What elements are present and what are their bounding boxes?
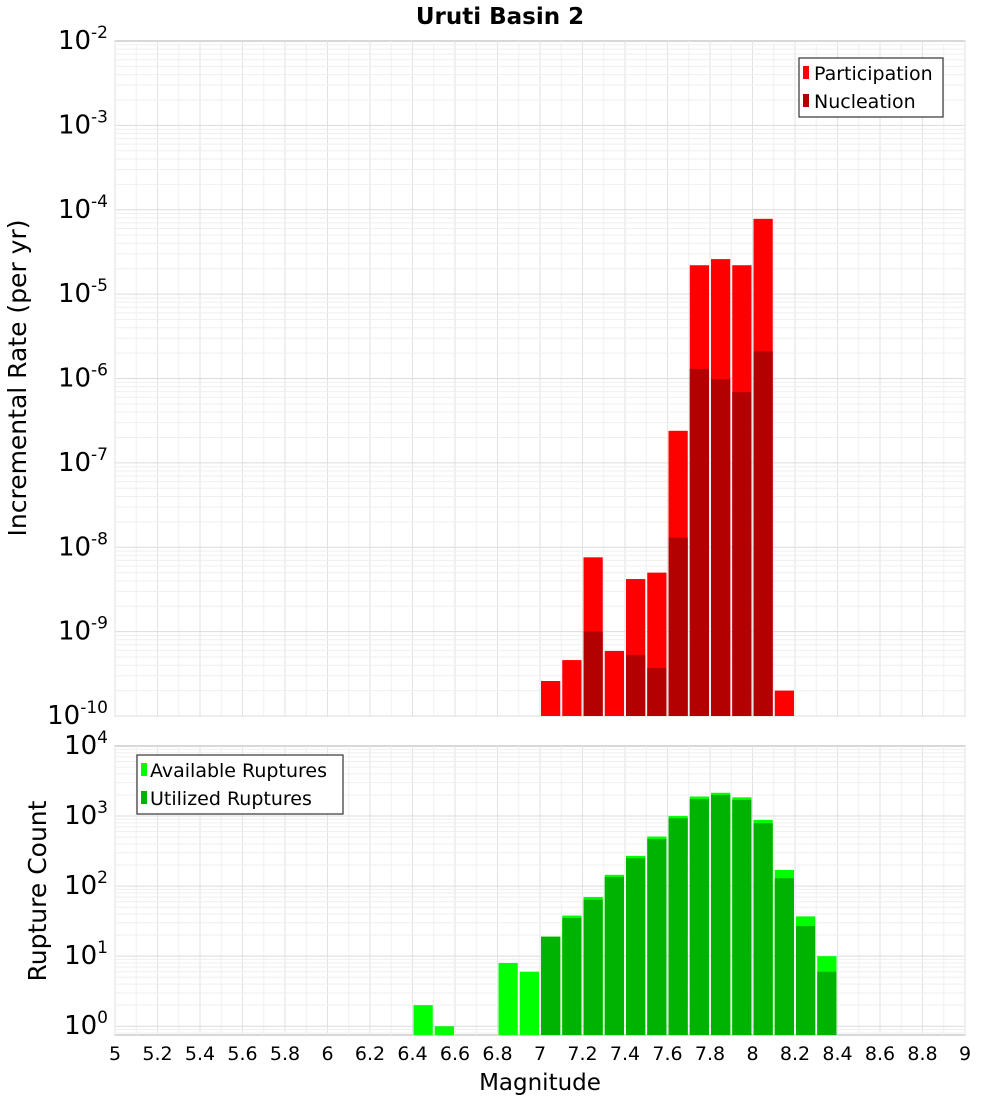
legend-label-participation: Participation bbox=[814, 63, 933, 85]
x-tick-label: 8 bbox=[746, 1043, 758, 1065]
bar-nucleation bbox=[647, 668, 667, 716]
x-tick-label: 7 bbox=[534, 1043, 546, 1065]
y-tick-label: 10-10 bbox=[47, 698, 108, 731]
chart-title: Uruti Basin 2 bbox=[416, 4, 584, 30]
bottom-grid bbox=[114, 746, 966, 1035]
bar-utilized-ruptures bbox=[817, 971, 837, 1035]
bar-participation bbox=[604, 650, 624, 716]
x-tick-label: 8.4 bbox=[822, 1043, 852, 1065]
bar-available-ruptures bbox=[519, 971, 539, 1035]
legend-label-nucleation: Nucleation bbox=[814, 91, 916, 113]
y-tick-label: 10-2 bbox=[58, 23, 108, 56]
x-tick-label: 5.4 bbox=[185, 1043, 215, 1065]
x-tick-label: 8.2 bbox=[780, 1043, 810, 1065]
bar-utilized-ruptures bbox=[796, 925, 816, 1035]
bar-available-ruptures bbox=[434, 1026, 454, 1035]
bar-utilized-ruptures bbox=[668, 818, 688, 1035]
bar-utilized-ruptures bbox=[647, 839, 667, 1035]
x-tick-label: 5.8 bbox=[270, 1043, 300, 1065]
y-tick-label: 100 bbox=[64, 1008, 108, 1041]
bar-available-ruptures bbox=[413, 1005, 433, 1035]
bar-participation bbox=[541, 680, 561, 716]
x-tick-label: 5.2 bbox=[142, 1043, 172, 1065]
top-legend: Participation Nucleation bbox=[798, 57, 944, 118]
x-tick-label: 7.4 bbox=[610, 1043, 640, 1065]
bottom-y-axis-label: Rupture Count bbox=[23, 800, 52, 981]
bar-nucleation bbox=[583, 631, 603, 716]
x-tick-label: 6.8 bbox=[482, 1043, 512, 1065]
top-panel: 10-2 10-3 10-4 10-5 10-6 10-7 10-8 10-9 10-10 In… bbox=[3, 23, 966, 731]
top-y-tick-labels: 10-2 10-3 10-4 10-5 10-6 10-7 10-8 10-9 10-10 bbox=[47, 23, 108, 731]
bar-nucleation bbox=[689, 368, 709, 716]
y-tick-label: 102 bbox=[64, 868, 108, 901]
legend-swatch-utilized bbox=[141, 791, 147, 804]
bar-utilized-ruptures bbox=[626, 858, 646, 1035]
bar-nucleation bbox=[626, 654, 646, 716]
bar-utilized-ruptures bbox=[604, 876, 624, 1035]
top-y-axis-label: Incremental Rate (per yr) bbox=[3, 220, 32, 537]
top-grid bbox=[114, 41, 966, 717]
y-tick-label: 10-9 bbox=[58, 614, 108, 647]
bar-nucleation bbox=[711, 379, 731, 716]
bar-utilized-ruptures bbox=[583, 899, 603, 1035]
x-tick-label: 6 bbox=[321, 1043, 333, 1065]
bar-participation bbox=[562, 660, 582, 716]
x-tick-label: 7.6 bbox=[652, 1043, 682, 1065]
bottom-legend: Available Ruptures Utilized Ruptures bbox=[136, 754, 344, 815]
bar-nucleation bbox=[668, 537, 688, 716]
x-tick-label: 7.8 bbox=[695, 1043, 725, 1065]
bar-utilized-ruptures bbox=[753, 823, 773, 1035]
y-tick-label: 10-3 bbox=[58, 107, 108, 140]
x-tick-label: 6.6 bbox=[440, 1043, 470, 1065]
bar-available-ruptures bbox=[498, 962, 518, 1035]
x-tick-label: 7.2 bbox=[567, 1043, 597, 1065]
bar-nucleation bbox=[753, 351, 773, 716]
legend-label-utilized: Utilized Ruptures bbox=[150, 788, 312, 810]
bar-utilized-ruptures bbox=[689, 799, 709, 1035]
legend-label-available: Available Ruptures bbox=[150, 760, 327, 782]
y-tick-label: 103 bbox=[64, 798, 108, 831]
bar-nucleation bbox=[732, 392, 752, 716]
bottom-panel: 104 103 102 101 100 5 5.2 5.4 5.6 5.8 6 6.2 6.4 6.6 6… bbox=[23, 728, 971, 1096]
bottom-bars bbox=[413, 792, 837, 1035]
bottom-legend-box bbox=[136, 754, 344, 815]
bar-utilized-ruptures bbox=[711, 794, 731, 1035]
top-bars bbox=[541, 218, 794, 716]
top-legend-box bbox=[798, 57, 944, 118]
x-tick-label: 5.6 bbox=[227, 1043, 257, 1065]
x-tick-labels: 5 5.2 5.4 5.6 5.8 6 6.2 6.4 6.6 6.8 7 7.2 7.4 7.6 7.8 8… bbox=[109, 1043, 971, 1065]
y-tick-label: 104 bbox=[64, 728, 108, 761]
y-tick-label: 10-8 bbox=[58, 529, 108, 562]
legend-swatch-available bbox=[141, 763, 147, 776]
y-tick-label: 10-4 bbox=[58, 192, 108, 225]
legend-swatch-participation bbox=[803, 66, 809, 79]
bar-utilized-ruptures bbox=[562, 918, 582, 1035]
x-tick-label: 6.4 bbox=[397, 1043, 427, 1065]
bar-utilized-ruptures bbox=[732, 799, 752, 1035]
bar-utilized-ruptures bbox=[774, 878, 794, 1035]
y-tick-label: 101 bbox=[64, 938, 108, 971]
x-tick-label: 5 bbox=[109, 1043, 121, 1065]
x-tick-label: 8.6 bbox=[865, 1043, 895, 1065]
x-axis-label: Magnitude bbox=[479, 1070, 601, 1096]
x-tick-label: 8.8 bbox=[907, 1043, 937, 1065]
y-tick-label: 10-6 bbox=[58, 361, 108, 394]
y-tick-label: 10-5 bbox=[58, 276, 108, 309]
bottom-y-tick-labels: 104 103 102 101 100 bbox=[64, 728, 108, 1041]
y-tick-label: 10-7 bbox=[58, 445, 108, 478]
bar-participation bbox=[774, 690, 794, 716]
x-tick-label: 6.2 bbox=[355, 1043, 385, 1065]
legend-swatch-nucleation bbox=[803, 94, 809, 107]
bar-utilized-ruptures bbox=[541, 936, 561, 1035]
x-tick-label: 9 bbox=[959, 1043, 971, 1065]
